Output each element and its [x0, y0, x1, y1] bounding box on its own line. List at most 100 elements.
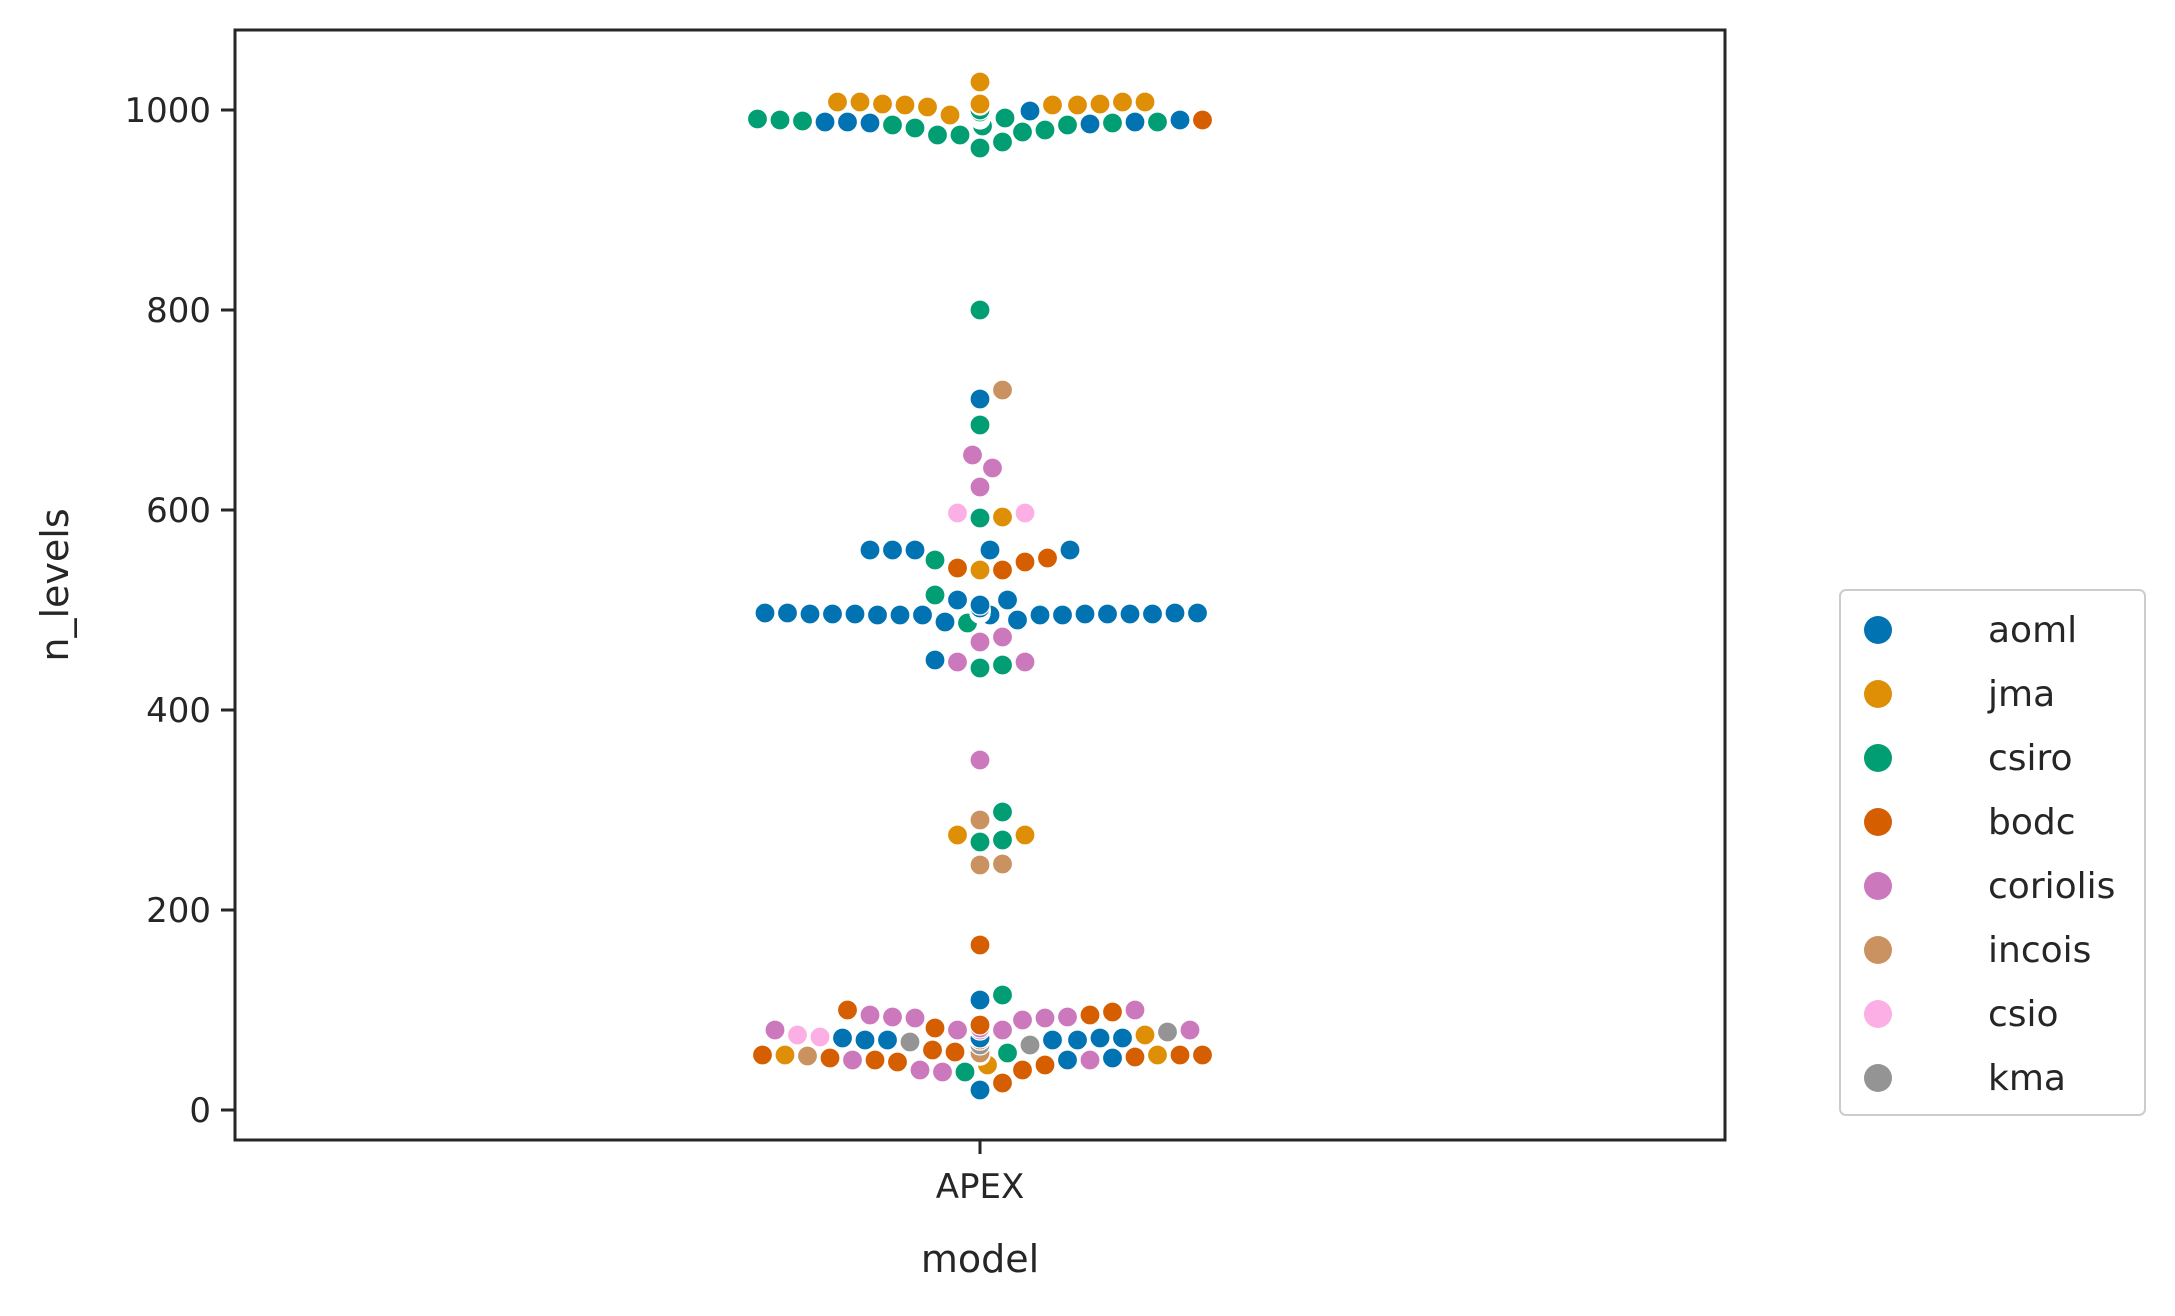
point-csiro — [926, 124, 949, 146]
point-aoml — [969, 989, 991, 1011]
point-jma — [969, 93, 991, 115]
point-incois — [991, 853, 1014, 875]
legend-marker-csiro — [1864, 744, 1892, 772]
point-jma — [1146, 1044, 1169, 1066]
point-csiro — [1056, 114, 1079, 136]
point-incois — [991, 379, 1014, 401]
point-jma — [871, 93, 894, 115]
point-bodc — [1169, 1044, 1191, 1066]
point-bodc — [991, 559, 1014, 581]
point-csio — [946, 502, 969, 524]
point-csiro — [991, 829, 1014, 851]
point-coriolis — [1014, 651, 1036, 673]
point-bodc — [1101, 1001, 1124, 1023]
point-aoml — [859, 112, 881, 134]
point-jma — [916, 96, 939, 118]
legend-marker-jma — [1864, 680, 1892, 708]
point-coriolis — [991, 1019, 1014, 1041]
legend-marker-coriolis — [1864, 872, 1892, 900]
point-csiro — [969, 299, 991, 321]
point-aoml — [1111, 1027, 1134, 1049]
point-coriolis — [981, 457, 1004, 479]
legend-label-coriolis: coriolis — [1988, 866, 2115, 907]
point-aoml — [831, 1027, 854, 1049]
point-csiro — [991, 801, 1014, 823]
point-bodc — [969, 1014, 991, 1036]
legend-marker-csio — [1864, 1000, 1892, 1028]
legend-label-bodc: bodc — [1988, 802, 2076, 843]
point-csiro — [969, 657, 991, 679]
point-bodc — [1124, 1046, 1146, 1068]
point-bodc — [1011, 1059, 1034, 1081]
legend-label-incois: incois — [1988, 930, 2091, 971]
point-coriolis — [969, 476, 991, 498]
point-jma — [946, 824, 969, 846]
point-aoml — [1056, 1049, 1079, 1071]
point-jma — [1089, 93, 1111, 115]
legend-label-kma: kma — [1988, 1058, 2066, 1099]
point-bodc — [921, 1039, 944, 1061]
point-incois — [796, 1045, 819, 1067]
point-csiro — [954, 1061, 976, 1083]
point-bodc — [1014, 551, 1036, 573]
y-tick-label: 800 — [146, 291, 211, 331]
point-csio — [809, 1026, 831, 1048]
point-csiro — [994, 107, 1016, 129]
point-aoml — [799, 603, 821, 625]
point-aoml — [969, 594, 991, 616]
legend-marker-bodc — [1864, 808, 1892, 836]
legend-marker-aoml — [1864, 616, 1892, 644]
point-aoml — [1124, 111, 1146, 133]
point-aoml — [1079, 113, 1101, 135]
point-jma — [1134, 1024, 1156, 1046]
y-tick-label: 400 — [146, 691, 211, 731]
y-tick-label: 200 — [146, 891, 211, 931]
point-bodc — [969, 934, 991, 956]
point-csiro — [969, 831, 991, 853]
point-coriolis — [1034, 1007, 1056, 1029]
point-aoml — [1059, 539, 1081, 561]
x-axis-ticks: APEX — [936, 1140, 1025, 1207]
point-csiro — [1034, 119, 1056, 141]
y-tick-label: 600 — [146, 491, 211, 531]
point-coriolis — [961, 444, 984, 466]
point-bodc — [924, 1017, 946, 1039]
point-csiro — [991, 131, 1014, 153]
point-incois — [969, 854, 991, 876]
point-csiro — [1101, 112, 1124, 134]
point-aoml — [859, 539, 881, 561]
point-jma — [991, 506, 1014, 528]
point-aoml — [876, 1029, 899, 1051]
point-csiro — [991, 984, 1014, 1006]
point-csiro — [1011, 121, 1034, 143]
legend-label-jma: jma — [1987, 674, 2055, 715]
point-aoml — [1089, 1027, 1111, 1049]
legend-marker-kma — [1864, 1064, 1892, 1092]
point-jma — [774, 1044, 796, 1066]
point-kma — [899, 1031, 921, 1053]
legend-frame — [1839, 589, 2146, 1116]
point-aoml — [1169, 109, 1191, 131]
point-aoml — [946, 589, 969, 611]
point-aoml — [969, 388, 991, 410]
point-csiro — [969, 137, 991, 159]
point-aoml — [996, 589, 1019, 611]
x-axis-label: model — [921, 1237, 1039, 1281]
point-csiro — [904, 117, 926, 139]
x-tick-label: APEX — [936, 1167, 1025, 1207]
point-aoml — [836, 111, 859, 133]
point-coriolis — [1179, 1019, 1201, 1041]
point-aoml — [1019, 100, 1041, 122]
point-aoml — [1141, 603, 1164, 625]
point-aoml — [979, 539, 1001, 561]
point-aoml — [754, 602, 776, 624]
y-tick-label: 1000 — [124, 91, 211, 131]
point-jma — [969, 71, 991, 93]
point-aoml — [844, 603, 866, 625]
point-csiro — [949, 124, 971, 146]
point-csiro — [924, 584, 946, 606]
point-jma — [939, 104, 961, 126]
point-aoml — [924, 649, 946, 671]
point-coriolis — [946, 651, 969, 673]
